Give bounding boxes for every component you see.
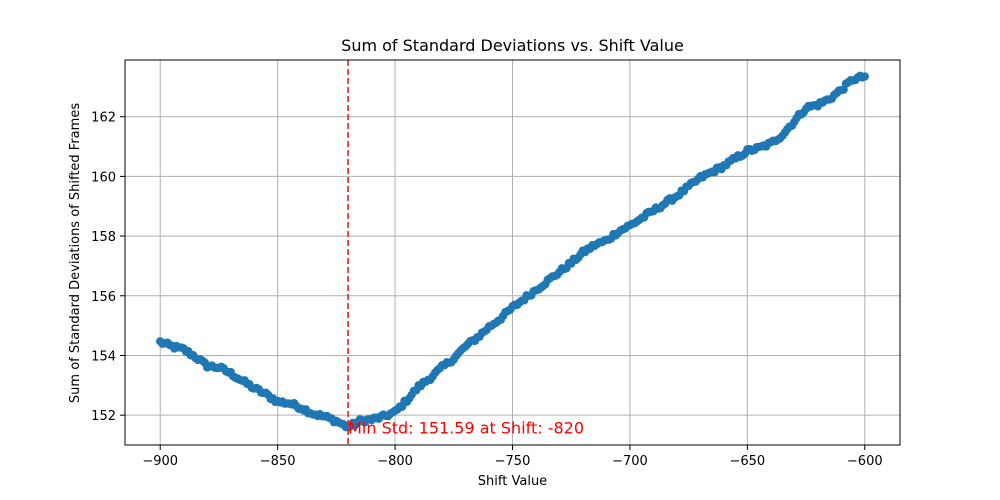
x-tick-label: −900 xyxy=(142,454,178,469)
y-tick-label: 152 xyxy=(91,409,116,424)
y-tick-label: 154 xyxy=(91,349,116,364)
y-tick-label: 158 xyxy=(91,230,116,245)
x-tick-label: −800 xyxy=(377,454,413,469)
x-tick-label: −650 xyxy=(729,454,765,469)
x-tick-label: −600 xyxy=(847,454,883,469)
y-tick-label: 162 xyxy=(91,111,116,126)
ticks: −900 −850 −800 −750 −700 −650 −600 152 154 156 158… xyxy=(91,111,882,469)
x-tick-label: −850 xyxy=(260,454,296,469)
y-tick-label: 156 xyxy=(91,290,116,305)
x-axis-label: Shift Value xyxy=(478,474,547,489)
x-tick-label: −750 xyxy=(495,454,531,469)
chart-title: Sum of Standard Deviations vs. Shift Val… xyxy=(341,36,684,55)
y-tick-label: 160 xyxy=(91,170,116,185)
x-tick-label: −700 xyxy=(612,454,648,469)
min-annotation: Min Std: 151.59 at Shift: -820 xyxy=(348,418,584,437)
grid xyxy=(125,60,900,445)
data-point xyxy=(860,72,869,81)
y-axis-label: Sum of Standard Deviations of Shifted Fr… xyxy=(68,103,83,403)
